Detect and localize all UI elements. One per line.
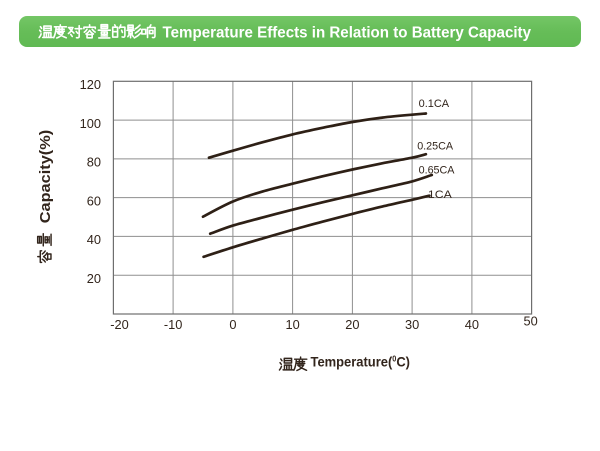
- svg-text:40: 40: [465, 317, 479, 332]
- svg-text:0.65CA: 0.65CA: [419, 164, 456, 176]
- svg-text:-20: -20: [110, 317, 129, 332]
- svg-text:120: 120: [80, 77, 101, 92]
- svg-text:-10: -10: [164, 317, 183, 332]
- svg-text:20: 20: [87, 271, 101, 286]
- svg-text:0.1CA: 0.1CA: [419, 98, 450, 110]
- svg-text:30: 30: [405, 317, 419, 332]
- svg-text:Temperature(0C): Temperature(0C): [311, 355, 411, 371]
- svg-text:40: 40: [87, 232, 101, 247]
- svg-text:20: 20: [345, 317, 359, 332]
- svg-text:10: 10: [285, 317, 299, 332]
- svg-text:Temperature Effects in Relatio: Temperature Effects in Relation to Batte…: [163, 25, 532, 42]
- svg-text:0.25CA: 0.25CA: [417, 140, 454, 152]
- svg-text:60: 60: [87, 193, 101, 208]
- svg-text:0: 0: [229, 317, 236, 332]
- svg-text:100: 100: [80, 116, 101, 131]
- svg-text:50: 50: [523, 314, 537, 329]
- svg-text:80: 80: [87, 155, 101, 170]
- svg-text:Capacity(%): Capacity(%): [38, 130, 54, 224]
- svg-text:1CA: 1CA: [428, 189, 453, 201]
